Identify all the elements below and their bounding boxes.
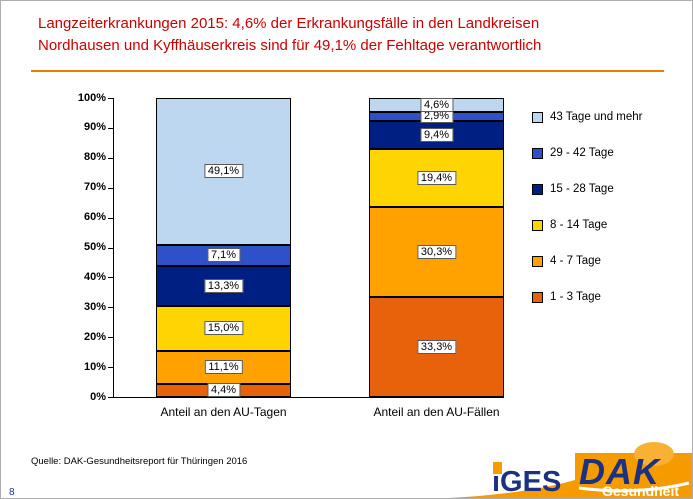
orange-swoosh bbox=[448, 480, 575, 498]
legend-swatch bbox=[532, 184, 543, 195]
legend-swatch bbox=[532, 220, 543, 231]
y-axis-tick-mark bbox=[108, 367, 113, 369]
bar-segment: 15,0% bbox=[156, 305, 291, 351]
dak-logo-text: DAK bbox=[579, 451, 662, 492]
y-axis-tick-mark bbox=[108, 247, 113, 249]
y-axis-tick-label: 0% bbox=[90, 390, 106, 403]
data-label: 13,3% bbox=[203, 278, 244, 293]
bar-segment: 4,4% bbox=[156, 383, 291, 398]
title-line-2: Nordhausen und Kyffhäuserkreis sind für … bbox=[38, 37, 542, 54]
bar-segment: 30,3% bbox=[369, 206, 504, 298]
y-axis-tick-label: 80% bbox=[83, 151, 106, 164]
slide-title: Langzeiterkrankungen 2015: 4,6% der Erkr… bbox=[38, 13, 678, 57]
y-axis-tick-label: 40% bbox=[83, 270, 106, 283]
data-label: 7,1% bbox=[206, 248, 241, 263]
x-axis-category-label: Anteil an den AU-Tagen bbox=[160, 405, 287, 419]
y-axis-tick-mark bbox=[108, 397, 113, 398]
legend-label: 4 - 7 Tage bbox=[550, 255, 601, 267]
bar-segment: 49,1% bbox=[156, 98, 291, 245]
legend-label: 43 Tage und mehr bbox=[550, 111, 643, 123]
data-label: 9,4% bbox=[419, 127, 454, 142]
y-axis-tick-label: 20% bbox=[83, 330, 106, 343]
legend-label: 8 - 14 Tage bbox=[550, 219, 608, 231]
orange-highlight bbox=[634, 442, 674, 466]
bar-segment: 19,4% bbox=[369, 148, 504, 207]
legend-swatch bbox=[532, 148, 543, 159]
y-axis-tick-label: 60% bbox=[83, 211, 106, 224]
bar-segment: 11,1% bbox=[156, 350, 291, 384]
legend-item: 43 Tage und mehr bbox=[532, 111, 684, 124]
data-label: 49,1% bbox=[203, 164, 244, 179]
page-number: 8 bbox=[9, 487, 15, 498]
y-axis-tick-mark bbox=[108, 127, 113, 129]
legend-item: 4 - 7 Tage bbox=[532, 255, 684, 268]
bar-segment: 13,3% bbox=[156, 266, 291, 306]
y-axis-tick-label: 10% bbox=[83, 360, 106, 373]
data-label: 11,1% bbox=[204, 360, 243, 375]
y-axis-tick-label: 70% bbox=[83, 181, 106, 194]
iges-logo-text: iGES bbox=[492, 466, 561, 498]
bar-segment: 7,1% bbox=[156, 244, 291, 267]
dak-underline-swoosh bbox=[578, 481, 690, 493]
stacked-bar-2: 33,3% 30,3% 19,4% 9,4% 2,9% 4,6% bbox=[369, 98, 504, 397]
chart-legend: 43 Tage und mehr 29 - 42 Tage 15 - 28 Tage… bbox=[532, 111, 684, 304]
y-axis-tick-label: 50% bbox=[83, 241, 106, 253]
legend-item: 29 - 42 Tage bbox=[532, 147, 684, 160]
dak-logo-subtext: Gesundheit bbox=[602, 483, 679, 498]
title-rule bbox=[31, 70, 664, 72]
data-label: 30,3% bbox=[416, 245, 457, 260]
source-note: Quelle: DAK-Gesundheitsreport für Thürin… bbox=[31, 456, 248, 467]
y-axis-tick-mark bbox=[108, 98, 113, 99]
bar-segment: 9,4% bbox=[369, 120, 504, 149]
y-axis-tick-mark bbox=[108, 337, 113, 339]
data-label: 33,3% bbox=[416, 340, 457, 355]
legend-item: 1 - 3 Tage bbox=[532, 291, 684, 304]
data-label: 15,0% bbox=[203, 321, 244, 336]
legend-swatch bbox=[532, 112, 543, 123]
iges-orange-dot-icon bbox=[493, 462, 502, 474]
bar-segment: 4,6% bbox=[369, 98, 504, 113]
legend-swatch bbox=[532, 256, 543, 267]
legend-item: 15 - 28 Tage bbox=[532, 183, 684, 196]
stacked-bar-1: 4,4% 11,1% 15,0% 13,3% 7,1% 49,1% bbox=[156, 98, 291, 398]
data-label: 4,4% bbox=[206, 383, 241, 398]
legend-label: 1 - 3 Tage bbox=[550, 291, 601, 303]
bar-segment: 2,9% bbox=[369, 109, 504, 124]
y-axis-tick-mark bbox=[108, 217, 113, 219]
y-axis-tick-label: 90% bbox=[83, 121, 106, 134]
plot-area: 100% 90% 80% 70% 60% 50% 40% 30% 20% 10% 0% 4,4% 11… bbox=[78, 92, 504, 403]
y-axis-tick-mark bbox=[108, 157, 113, 159]
legend-label: 15 - 28 Tage bbox=[550, 183, 614, 195]
data-label: 4,6% bbox=[419, 98, 454, 113]
legend-label: 29 - 42 Tage bbox=[550, 147, 614, 159]
y-axis-tick-mark bbox=[108, 277, 113, 279]
y-axis-tick-mark bbox=[108, 187, 113, 189]
x-axis-category-label: Anteil an den AU-Fällen bbox=[373, 405, 500, 419]
y-axis-tick-label: 30% bbox=[83, 300, 106, 313]
legend-item: 8 - 14 Tage bbox=[532, 219, 684, 232]
y-axis-tick-label: 100% bbox=[77, 91, 106, 104]
legend-swatch bbox=[532, 292, 543, 303]
title-line-1: Langzeiterkrankungen 2015: 4,6% der Erkr… bbox=[38, 15, 540, 32]
data-label: 19,4% bbox=[416, 170, 457, 185]
bar-segment: 33,3% bbox=[369, 297, 504, 397]
footer-art: iGES DAK Gesundheit bbox=[448, 442, 692, 498]
y-axis-tick-mark bbox=[108, 307, 113, 309]
